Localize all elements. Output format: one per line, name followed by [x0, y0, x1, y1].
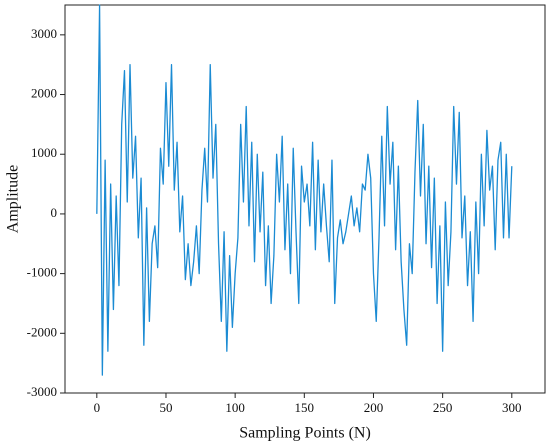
x-tick-label: 200 — [364, 400, 384, 415]
y-tick-label: -3000 — [27, 384, 57, 399]
x-tick-label: 150 — [295, 400, 315, 415]
x-axis-label: Sampling Points (N) — [239, 425, 371, 442]
y-axis-label: Amplitude — [5, 165, 22, 233]
x-tick-label: 300 — [502, 400, 522, 415]
y-tick-label: 1000 — [31, 145, 57, 160]
data-line — [96, 4, 513, 376]
y-tick-label: 2000 — [31, 86, 57, 101]
y-tick-label: 3000 — [31, 26, 57, 41]
y-tick-label: -1000 — [27, 265, 57, 280]
plot-frame — [64, 4, 546, 394]
x-tick-label: 0 — [94, 400, 101, 415]
y-tick-label: -2000 — [27, 324, 57, 339]
x-tick-label: 250 — [433, 400, 453, 415]
y-tick-label: 0 — [51, 205, 58, 220]
x-tick-label: 50 — [159, 400, 172, 415]
x-tick-label: 100 — [225, 400, 245, 415]
